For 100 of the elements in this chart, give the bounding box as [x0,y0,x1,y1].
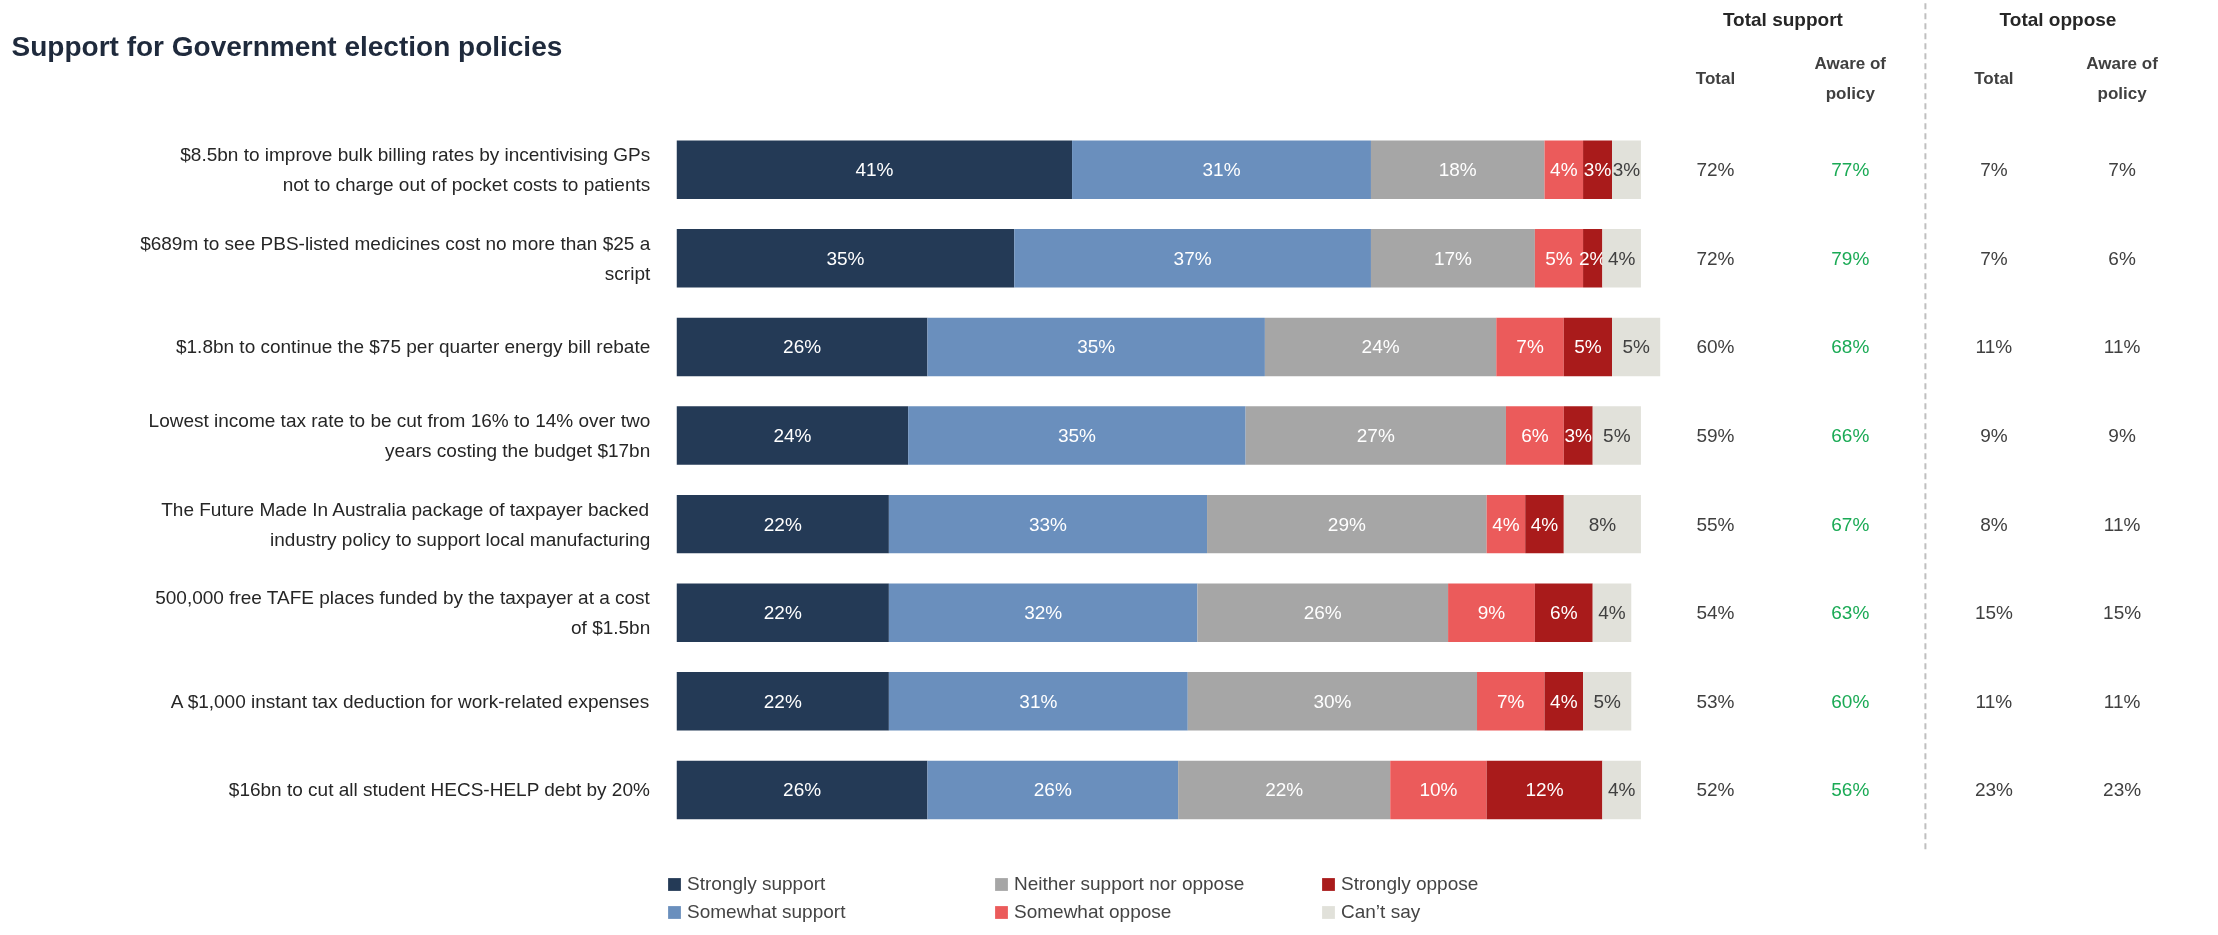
text: 11% [1975,690,2013,712]
bar [676,583,889,642]
bar [908,406,1246,465]
bar [1496,317,1564,377]
y-tick-label: $1.8bn to continue the $75 per quarter energy bill rebate [175,336,651,358]
text: 15% [2103,602,2142,624]
data-label: 12% [1525,779,1564,801]
y-tick-label: A $1,000 instant tax deduction for work-related expenses [170,690,650,712]
bar [676,140,1073,199]
data-label: 22% [763,602,802,624]
text: Total [1695,68,1736,88]
bar [1602,229,1641,288]
y-tick-label: $689m to see PBS-listed medicines cost no more than $25 a script [140,232,651,284]
text: Total oppose [1999,9,2117,31]
legend-label: Neither support nor oppose [1014,873,1246,895]
data-label: 27% [1356,425,1395,447]
bar [1448,583,1535,642]
bar [676,672,889,731]
data-label: 35% [826,247,865,269]
y-tick-label: The Future Made In Australia package of taxpayer backed industry policy to support local manufacturing [161,498,651,550]
data-label: 22% [763,513,802,535]
text: 11% [2103,513,2141,535]
bar [1602,760,1641,820]
text: 9% [1980,425,2008,447]
bar [888,672,1188,731]
text: 15% [1974,602,2014,624]
bar [1525,494,1564,554]
text: Support for Government election policies [11,31,563,63]
data-label: 8% [1588,513,1617,535]
bar [1014,229,1371,288]
text: 56% [1831,779,1870,801]
data-label: 24% [773,425,812,447]
bar [1072,140,1371,199]
bar [1544,672,1584,731]
data-label: 6% [1550,602,1578,624]
data-label: 9% [1477,602,1506,624]
text: 55% [1696,513,1735,535]
data-label: 35% [1077,336,1116,358]
bar [1477,672,1545,731]
text: 23% [1974,779,2014,801]
legend-label: Somewhat support [687,901,847,923]
bar [1207,494,1487,554]
data-label: 5% [1593,690,1622,712]
text: 7% [2108,159,2136,181]
text: 72% [1696,159,1735,181]
bar [927,317,1265,377]
data-label: 4% [1607,779,1636,801]
bar [1534,583,1593,642]
data-label: 33% [1028,513,1068,535]
bar [888,583,1198,642]
text: 67% [1831,513,1870,535]
bar [676,317,928,377]
text: 63% [1831,602,1870,624]
text: 6% [2108,247,2136,269]
data-label: 4% [1550,159,1578,181]
data-label: 35% [1057,425,1097,447]
data-label: 3% [1612,159,1641,181]
bar [1370,140,1545,199]
text: 11% [2103,336,2141,358]
text: 52% [1696,779,1735,801]
data-label: 4% [1530,513,1559,535]
bar [676,406,909,465]
data-label: 3% [1583,159,1612,181]
text: 79% [1831,247,1870,269]
data-label: 5% [1545,247,1573,269]
data-label: 26% [1033,779,1072,801]
bar [1178,760,1391,820]
data-label: 6% [1521,425,1549,447]
data-label: 29% [1327,513,1366,535]
data-label: 22% [763,690,802,712]
y-tick-label: 500,000 free TAFE places funded by the taxpayer at a cost of $1.5bn [155,587,651,639]
data-label: 24% [1361,336,1400,358]
bar [1390,760,1487,820]
legend-label: Strongly oppose [1341,873,1480,895]
bar [1583,672,1632,731]
data-label: 37% [1173,247,1212,269]
data-label: 26% [1303,602,1342,624]
legend-label: Somewhat oppose [1014,901,1173,923]
text: 60% [1831,690,1870,712]
text: 11% [2103,690,2141,712]
text: 23% [2103,779,2142,801]
text: 54% [1696,602,1735,624]
bar [1592,583,1632,642]
bar [1583,140,1612,199]
data-label: 7% [1497,690,1525,712]
text: 7% [1980,247,2008,269]
data-label: 26% [783,779,822,801]
bar [927,760,1179,820]
bar [1187,672,1478,731]
data-label: 7% [1516,336,1544,358]
bar [1592,406,1641,465]
y-tick-label: $16bn to cut all student HECS-HELP debt by 20% [228,779,650,801]
text: 68% [1831,336,1870,358]
data-label: 4% [1550,690,1578,712]
data-label: 3% [1564,425,1593,447]
bar [1370,229,1535,288]
data-label: 5% [1622,336,1650,358]
data-label: 41% [855,159,894,181]
text: 8% [1980,513,2008,535]
legend-label: Can’t say [1341,901,1422,923]
